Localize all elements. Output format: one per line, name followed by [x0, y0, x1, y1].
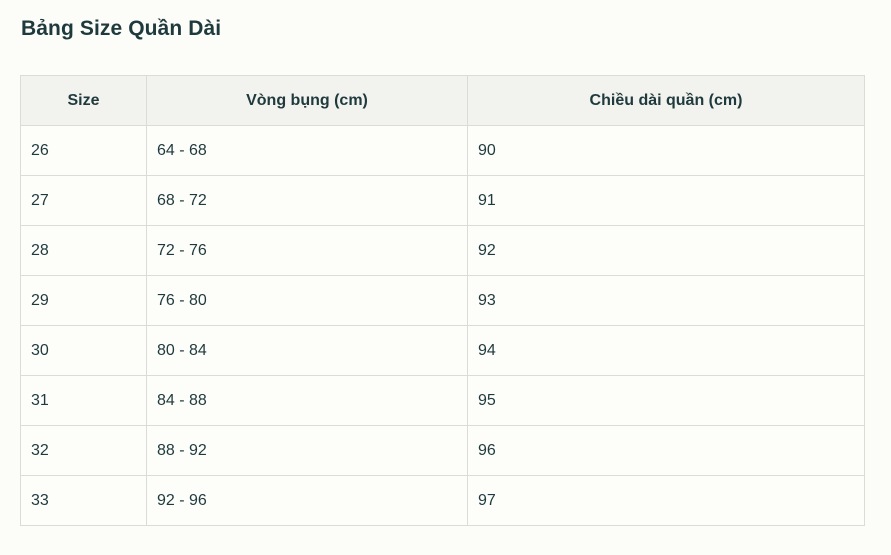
page-title: Bảng Size Quần Dài: [21, 17, 222, 40]
cell-length: 90: [467, 125, 865, 176]
cell-size: 29: [20, 275, 147, 326]
table-header-row: Size Vòng bụng (cm) Chiều dài quần (cm): [20, 75, 865, 126]
cell-waist: 88 - 92: [146, 425, 468, 476]
header-size: Size: [20, 75, 147, 126]
cell-length: 92: [467, 225, 865, 276]
cell-waist: 84 - 88: [146, 375, 468, 426]
table-row: 28 72 - 76 92: [20, 225, 865, 276]
cell-waist: 76 - 80: [146, 275, 468, 326]
header-waist: Vòng bụng (cm): [146, 75, 468, 126]
table-row: 33 92 - 96 97: [20, 475, 865, 526]
cell-size: 33: [20, 475, 147, 526]
cell-waist: 92 - 96: [146, 475, 468, 526]
cell-size: 27: [20, 175, 147, 226]
header-length: Chiều dài quần (cm): [467, 75, 865, 126]
cell-size: 32: [20, 425, 147, 476]
cell-size: 28: [20, 225, 147, 276]
cell-length: 91: [467, 175, 865, 226]
table-row: 29 76 - 80 93: [20, 275, 865, 326]
cell-size: 26: [20, 125, 147, 176]
cell-waist: 68 - 72: [146, 175, 468, 226]
cell-waist: 72 - 76: [146, 225, 468, 276]
cell-size: 31: [20, 375, 147, 426]
table-row: 31 84 - 88 95: [20, 375, 865, 426]
table-row: 26 64 - 68 90: [20, 125, 865, 176]
cell-waist: 80 - 84: [146, 325, 468, 376]
cell-length: 94: [467, 325, 865, 376]
table-row: 32 88 - 92 96: [20, 425, 865, 476]
cell-waist: 64 - 68: [146, 125, 468, 176]
cell-length: 93: [467, 275, 865, 326]
size-table: Size Vòng bụng (cm) Chiều dài quần (cm) …: [20, 75, 865, 526]
cell-size: 30: [20, 325, 147, 376]
cell-length: 95: [467, 375, 865, 426]
cell-length: 96: [467, 425, 865, 476]
cell-length: 97: [467, 475, 865, 526]
table-row: 30 80 - 84 94: [20, 325, 865, 376]
table-row: 27 68 - 72 91: [20, 175, 865, 226]
